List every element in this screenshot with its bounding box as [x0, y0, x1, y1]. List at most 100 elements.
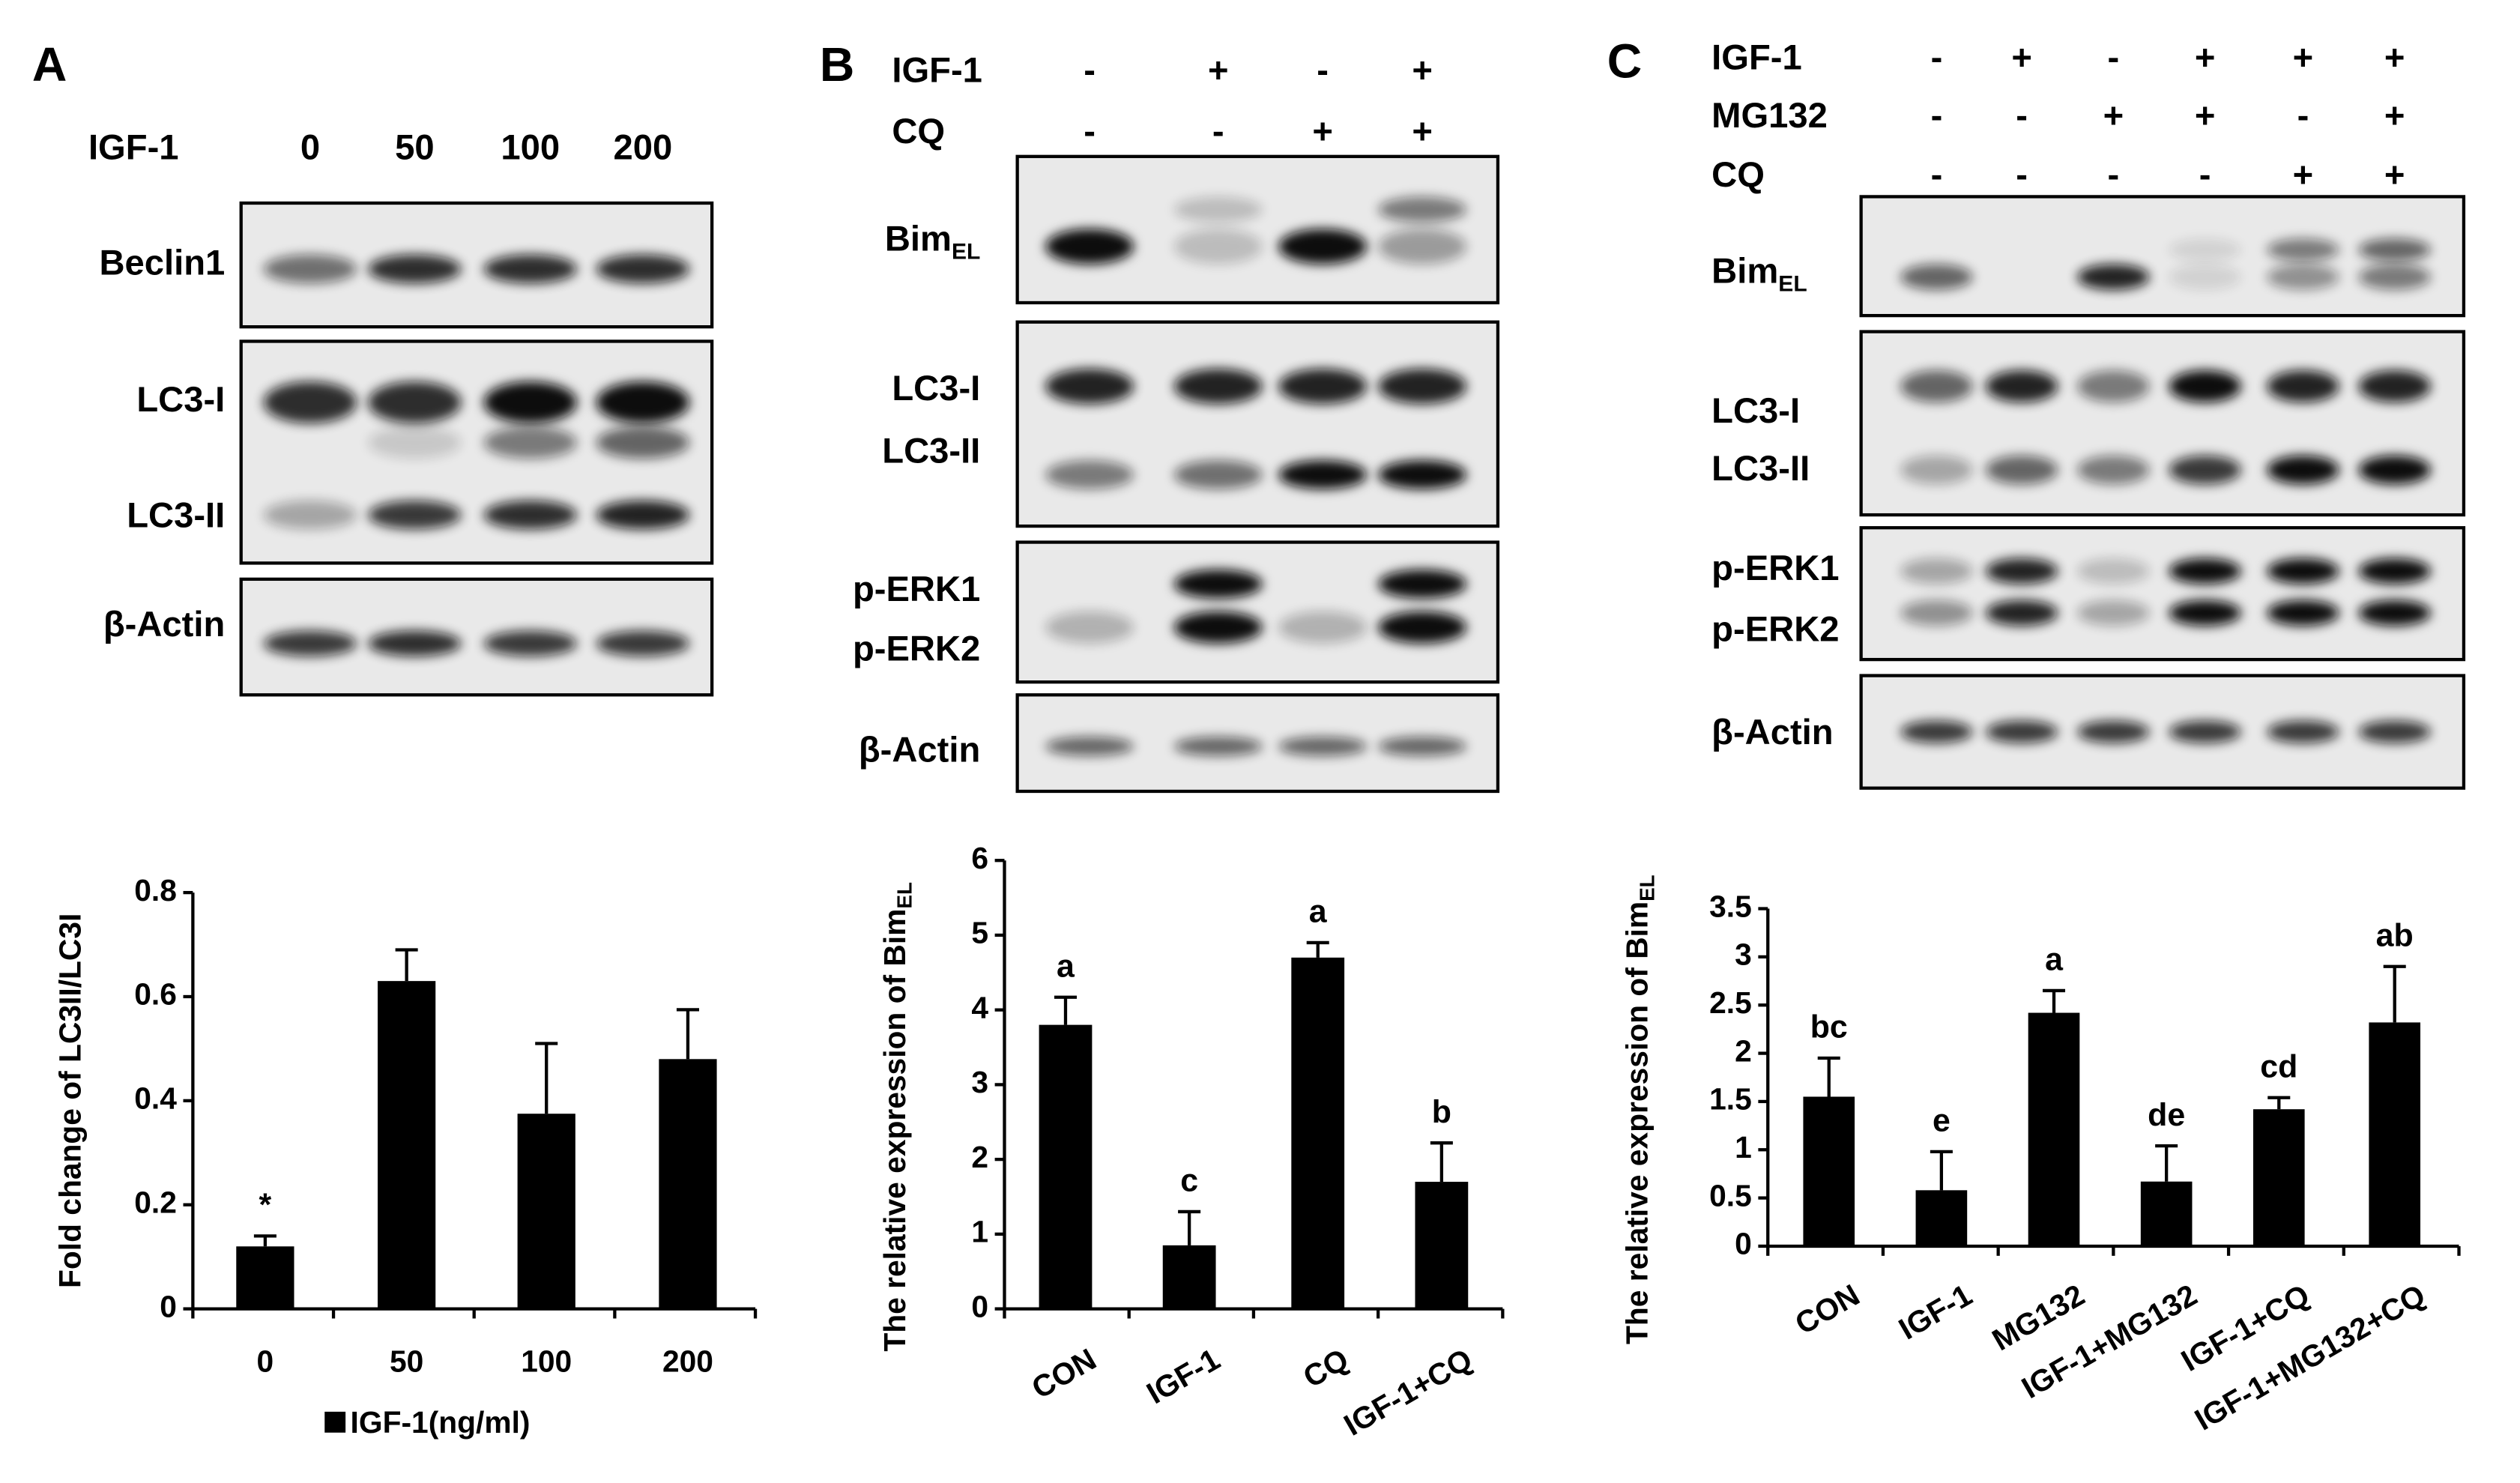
treatment-level: +: [1412, 50, 1433, 90]
blot-band: [2169, 238, 2241, 262]
blot-band: [1045, 229, 1134, 265]
blot-band: [1278, 368, 1368, 405]
error-bar: [1430, 1141, 1453, 1183]
blot-frame: [239, 201, 714, 329]
treatment-name: CQ: [892, 111, 945, 151]
blot-frame: [239, 577, 714, 697]
y-tick-label: 0.2: [134, 1185, 177, 1219]
row-label-text: Bim: [1711, 251, 1778, 291]
panel-label: C: [1607, 34, 1642, 88]
blot-row-label: β-Actin: [103, 605, 225, 644]
bar: [1915, 1190, 1968, 1246]
treatment-level: +: [2293, 37, 2314, 77]
blot-frame: [1015, 693, 1500, 794]
blot-band: [2358, 720, 2431, 743]
blot-band: [1900, 599, 1973, 626]
y-tick-label: 0: [160, 1289, 177, 1323]
blot-band: [2267, 455, 2339, 485]
legend-swatch: [324, 1411, 346, 1433]
y-tick-label: 0.8: [134, 873, 177, 907]
blot-band: [2169, 455, 2241, 485]
y-tick-label: 0.6: [134, 977, 177, 1012]
blot-band: [1378, 737, 1467, 756]
blot-background: [1861, 331, 2464, 516]
y-axis-title: Fold change of LC3II/LC3I: [52, 913, 87, 1288]
blot-row-label: LC3-I: [136, 379, 225, 419]
blot-band: [2169, 599, 2241, 626]
y-tick-label: 1: [971, 1215, 988, 1249]
y-axis-title-text: Fold change of LC3II/LC3I: [52, 913, 87, 1288]
y-tick-label: 0: [971, 1289, 988, 1323]
error-bar: [2155, 1144, 2178, 1182]
blot-band: [1173, 229, 1263, 265]
error-bar: [2043, 988, 2066, 1013]
significance-label: b: [1432, 1094, 1451, 1130]
bar: [2140, 1181, 2193, 1246]
treatment-name: IGF-1: [892, 50, 982, 90]
blot-band: [263, 630, 357, 656]
blot-row-label: p-ERK2: [1711, 609, 1839, 649]
bar: [1291, 957, 1345, 1309]
blot-band: [1378, 460, 1467, 489]
blot-frame: [1859, 330, 2466, 517]
treatment-level: 100: [501, 127, 560, 167]
blot-band: [596, 426, 690, 459]
blot-band: [2077, 455, 2150, 485]
blot-band: [1173, 737, 1263, 756]
row-label-text: LC3-I: [892, 368, 980, 408]
treatment-level: 200: [614, 127, 673, 167]
blot-band: [1278, 611, 1368, 644]
treatment-level: -: [2297, 95, 2309, 135]
blot-band: [2077, 370, 2150, 402]
x-tick-label: 50: [390, 1344, 423, 1378]
row-label-subscript: EL: [952, 239, 980, 264]
blot-band: [2169, 370, 2241, 402]
blot-frame: [1015, 540, 1500, 684]
row-label-text: p-ERK2: [1711, 609, 1839, 649]
treatment-level: -: [2016, 154, 2028, 194]
row-label-text: β-Actin: [103, 605, 225, 644]
blot-band: [1900, 720, 1973, 743]
significance-label: e: [1933, 1103, 1951, 1139]
blot-band: [2358, 238, 2431, 262]
blot-band: [1278, 460, 1368, 489]
treatment-level: -: [2016, 95, 2028, 135]
blot-band: [1173, 570, 1263, 599]
blot-background: [1861, 528, 2464, 660]
bar: [659, 1059, 717, 1309]
significance-label: a: [1057, 948, 1075, 984]
error-bar: [535, 1042, 558, 1114]
row-label-text: LC3-II: [882, 431, 980, 471]
x-tick-label: 100: [521, 1344, 572, 1378]
treatment-level: -: [2108, 154, 2120, 194]
blot-band: [1045, 460, 1134, 489]
row-label-text: p-ERK1: [1711, 549, 1839, 588]
treatment-level: +: [2195, 95, 2216, 135]
y-tick-label: 2: [1735, 1033, 1752, 1068]
error-bar: [1930, 1150, 1953, 1191]
blot-row-label: LC3-I: [1711, 390, 1800, 430]
blot-frame: [1015, 154, 1500, 305]
blot-frame: [1859, 674, 2466, 790]
bar: [517, 1114, 575, 1309]
blot-band: [1378, 229, 1467, 265]
error-bar: [395, 948, 418, 982]
bar: [1039, 1024, 1093, 1309]
blot-band: [2267, 558, 2339, 585]
blot-band: [1278, 737, 1368, 756]
treatment-level: -: [1084, 111, 1096, 151]
treatment-level: +: [1412, 111, 1433, 151]
blot-band: [1985, 720, 2058, 743]
significance-label: cd: [2260, 1049, 2297, 1085]
blot-band: [1278, 229, 1368, 265]
bar: [2252, 1109, 2305, 1246]
legend-label: IGF-1(ng/ml): [351, 1405, 531, 1440]
blot-band: [368, 426, 462, 459]
panel-label: B: [820, 37, 854, 91]
error-bar: [2267, 1096, 2291, 1110]
blot-band: [1378, 196, 1467, 223]
y-tick-label: 6: [971, 841, 988, 875]
blot-band: [368, 254, 462, 284]
